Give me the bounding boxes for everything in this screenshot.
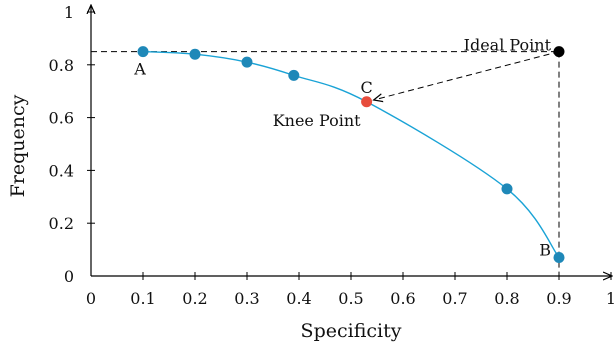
ideal-point-marker (553, 46, 565, 58)
data-point (137, 46, 149, 58)
annotation-b: B (539, 241, 551, 260)
y-tick-label: 0.8 (49, 56, 74, 75)
x-tick-label: 0.4 (286, 289, 311, 308)
y-tick-label: 0.2 (49, 214, 74, 233)
x-tick-label: 0.9 (546, 289, 571, 308)
ideal-to-knee-arrow (375, 51, 560, 100)
knee-point-marker (361, 96, 373, 108)
y-ticks: 0 0.2 0.4 0.6 0.8 1 (49, 3, 95, 286)
x-tick-label: 1 (606, 289, 615, 308)
data-point (553, 252, 565, 264)
y-tick-label: 0.4 (49, 161, 74, 180)
annotation-knee-point: Knee Point (273, 111, 361, 130)
x-tick-label: 0.3 (234, 289, 259, 308)
x-tick-label: 0.6 (390, 289, 415, 308)
annotation-a: A (133, 60, 146, 79)
y-tick-label: 0 (64, 267, 74, 286)
data-point (501, 183, 513, 195)
pareto-curve (142, 50, 560, 258)
data-points (137, 46, 565, 264)
data-point (288, 69, 300, 81)
data-point (241, 56, 253, 68)
x-tick-label: 0.1 (130, 289, 155, 308)
annotation-ideal-point: Ideal Point (464, 36, 552, 55)
x-tick-label: 0 (86, 289, 96, 308)
y-tick-label: 0.6 (49, 109, 74, 128)
data-point (189, 48, 201, 60)
y-tick-label: 1 (64, 3, 74, 22)
x-axis-title: Specificity (301, 320, 402, 342)
x-ticks: 0 0.1 0.2 0.3 0.4 0.5 0.6 0.7 0.8 0.9 1 (86, 272, 615, 308)
x-tick-label: 0.7 (442, 289, 467, 308)
annotation-c: C (360, 78, 372, 97)
y-axis-title: Frequency (7, 94, 29, 197)
x-tick-label: 0.2 (182, 289, 207, 308)
guide-lines (91, 51, 560, 276)
x-tick-label: 0.8 (494, 289, 519, 308)
x-tick-label: 0.5 (338, 289, 363, 308)
